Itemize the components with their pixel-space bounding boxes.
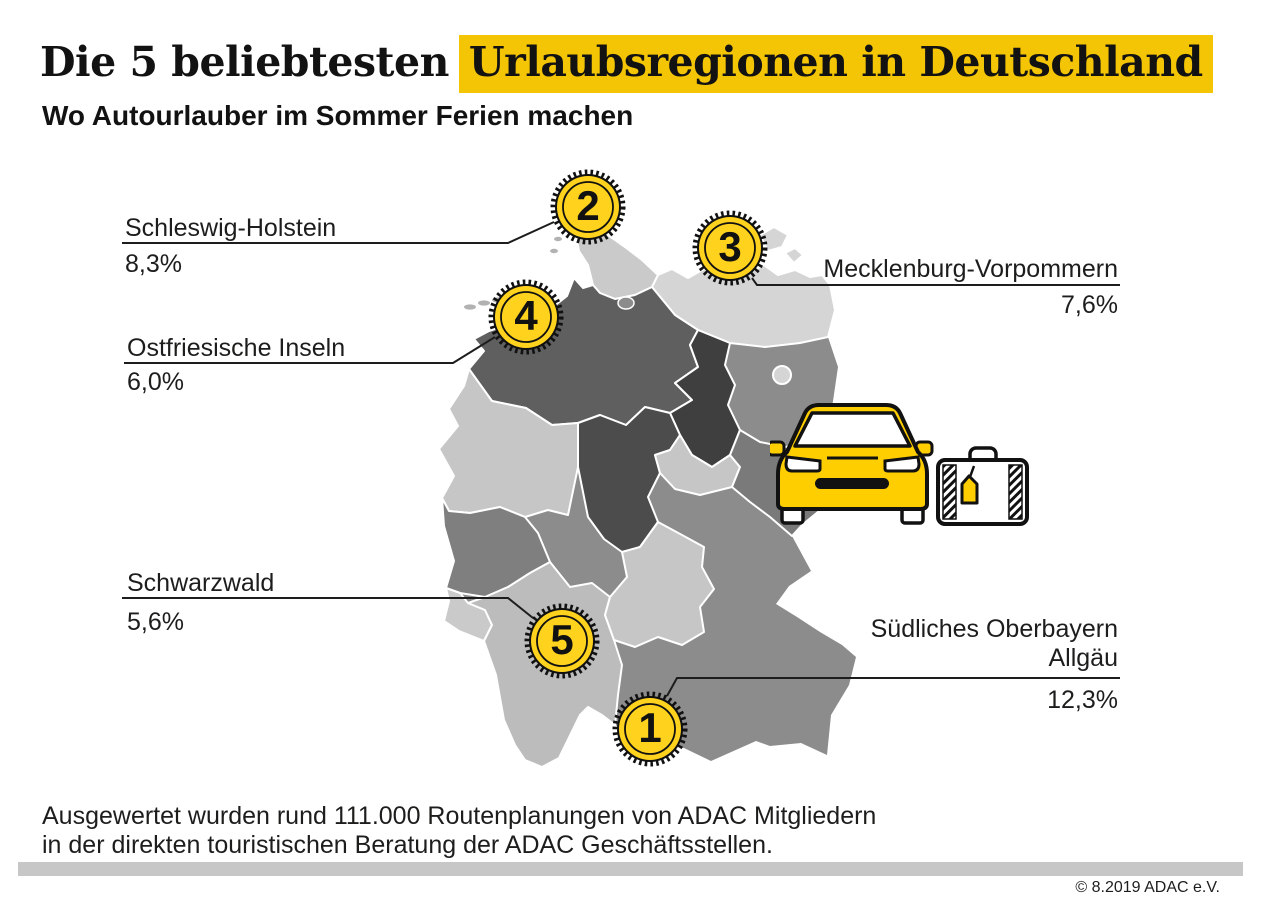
- rank-badge-3: 3: [692, 210, 768, 286]
- rank-badge-5: 5: [524, 603, 600, 679]
- region-label-suedliches-oberbayern: Südliches Oberbayern: [870, 615, 1118, 643]
- rank-badge-4: 4: [488, 279, 564, 355]
- region-value-schwarzwald: 5,6%: [127, 608, 184, 636]
- rank-badge-1: 1: [612, 691, 688, 767]
- title-highlight: Urlaubsregionen in Deutschland: [458, 35, 1213, 93]
- region-label-mecklenburg-vorpommern: Mecklenburg-Vorpommern: [823, 255, 1118, 283]
- map-city-berlin: [772, 365, 792, 385]
- rank-number: 4: [514, 292, 538, 339]
- copyright: © 8.2019 ADAC e.V.: [1075, 879, 1220, 896]
- region-label-ostfriesische-inseln: Ostfriesische Inseln: [127, 334, 346, 362]
- tire-badge-icon: [612, 691, 688, 767]
- page-title: Die 5 beliebtesten Urlaubsregionen in Deu…: [40, 35, 1213, 93]
- region-value-suedliches-oberbayern: 12,3%: [1047, 686, 1118, 714]
- rank-number: 2: [576, 182, 600, 229]
- region-value-ostfriesische-inseln: 6,0%: [127, 368, 184, 396]
- rank-number: 3: [718, 223, 742, 270]
- tire-badge-icon: [524, 603, 600, 679]
- title-plain: Die 5 beliebtesten: [40, 38, 449, 86]
- page-subtitle: Wo Autourlauber im Sommer Ferien machen: [42, 100, 634, 131]
- tire-badge-icon: [488, 279, 564, 355]
- divider-bar: [18, 862, 1243, 876]
- luggage-tag-icon: [960, 474, 979, 505]
- map-city-hamburg: [617, 296, 635, 310]
- region-label-allgaeu: Allgäu: [1048, 644, 1119, 672]
- tire-badge-icon: [550, 169, 626, 245]
- tire-badge-icon: [692, 210, 768, 286]
- map-region-franken: [604, 521, 715, 648]
- region-value-mecklenburg-vorpommern: 7,6%: [1061, 291, 1118, 319]
- car-icon: [770, 403, 934, 525]
- region-label-schleswig-holstein: Schleswig-Holstein: [125, 214, 337, 242]
- rank-number: 5: [550, 616, 574, 663]
- region-label-schwarzwald: Schwarzwald: [127, 569, 275, 597]
- footnote-line-2: in der direkten touristischen Beratung d…: [42, 831, 773, 859]
- region-value-schleswig-holstein: 8,3%: [125, 250, 182, 278]
- footnote-line-1: Ausgewertet wurden rund 111.000 Routenpl…: [42, 802, 877, 830]
- rank-number: 1: [638, 704, 662, 751]
- car-and-suitcase-icon: [770, 403, 1029, 526]
- rank-badge-2: 2: [550, 169, 626, 245]
- map-island-usedom: [784, 247, 804, 264]
- suitcase-icon: [936, 446, 1029, 526]
